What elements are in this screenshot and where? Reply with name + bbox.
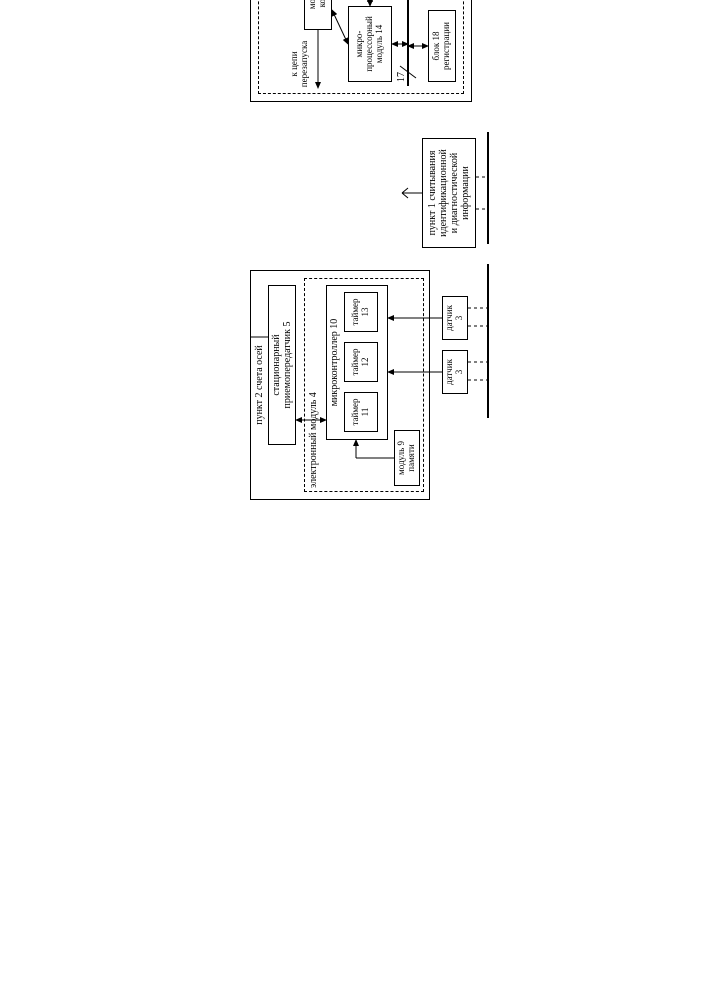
mod-16: модуль 16 контроля (304, 0, 332, 30)
mem-9: модуль 9 памяти (394, 430, 420, 486)
mcu10-title: микроконтроллер 10 (329, 285, 340, 440)
sensor-3b: датчик 3 (442, 296, 468, 340)
timer-11: таймер 11 (344, 392, 378, 432)
transceiver-5: стационарный приемопередатчик 5 (268, 285, 296, 445)
timer-12: таймер 12 (344, 342, 378, 382)
emodule4-title: электронный модуль 4 (308, 392, 319, 488)
left-outer-title: пункт 2 счета осей (254, 276, 265, 494)
restart-label: к цепи перезапуска (290, 36, 310, 92)
mpu-14: микро- процессорный модуль 14 (348, 6, 392, 82)
reg-18: блок 18 регистрации (428, 10, 456, 82)
reader-1: пункт 1 считывания идентификационной и д… (422, 138, 476, 248)
sensor-3a: датчик 3 (442, 350, 468, 394)
timer-13: таймер 13 (344, 292, 378, 332)
lbl-17: 17 (396, 72, 407, 82)
diagram-wrap: пункт 2 счета осей стационарный приемопе… (250, 0, 510, 500)
rotated-canvas: пункт 2 счета осей стационарный приемопе… (250, 0, 510, 500)
